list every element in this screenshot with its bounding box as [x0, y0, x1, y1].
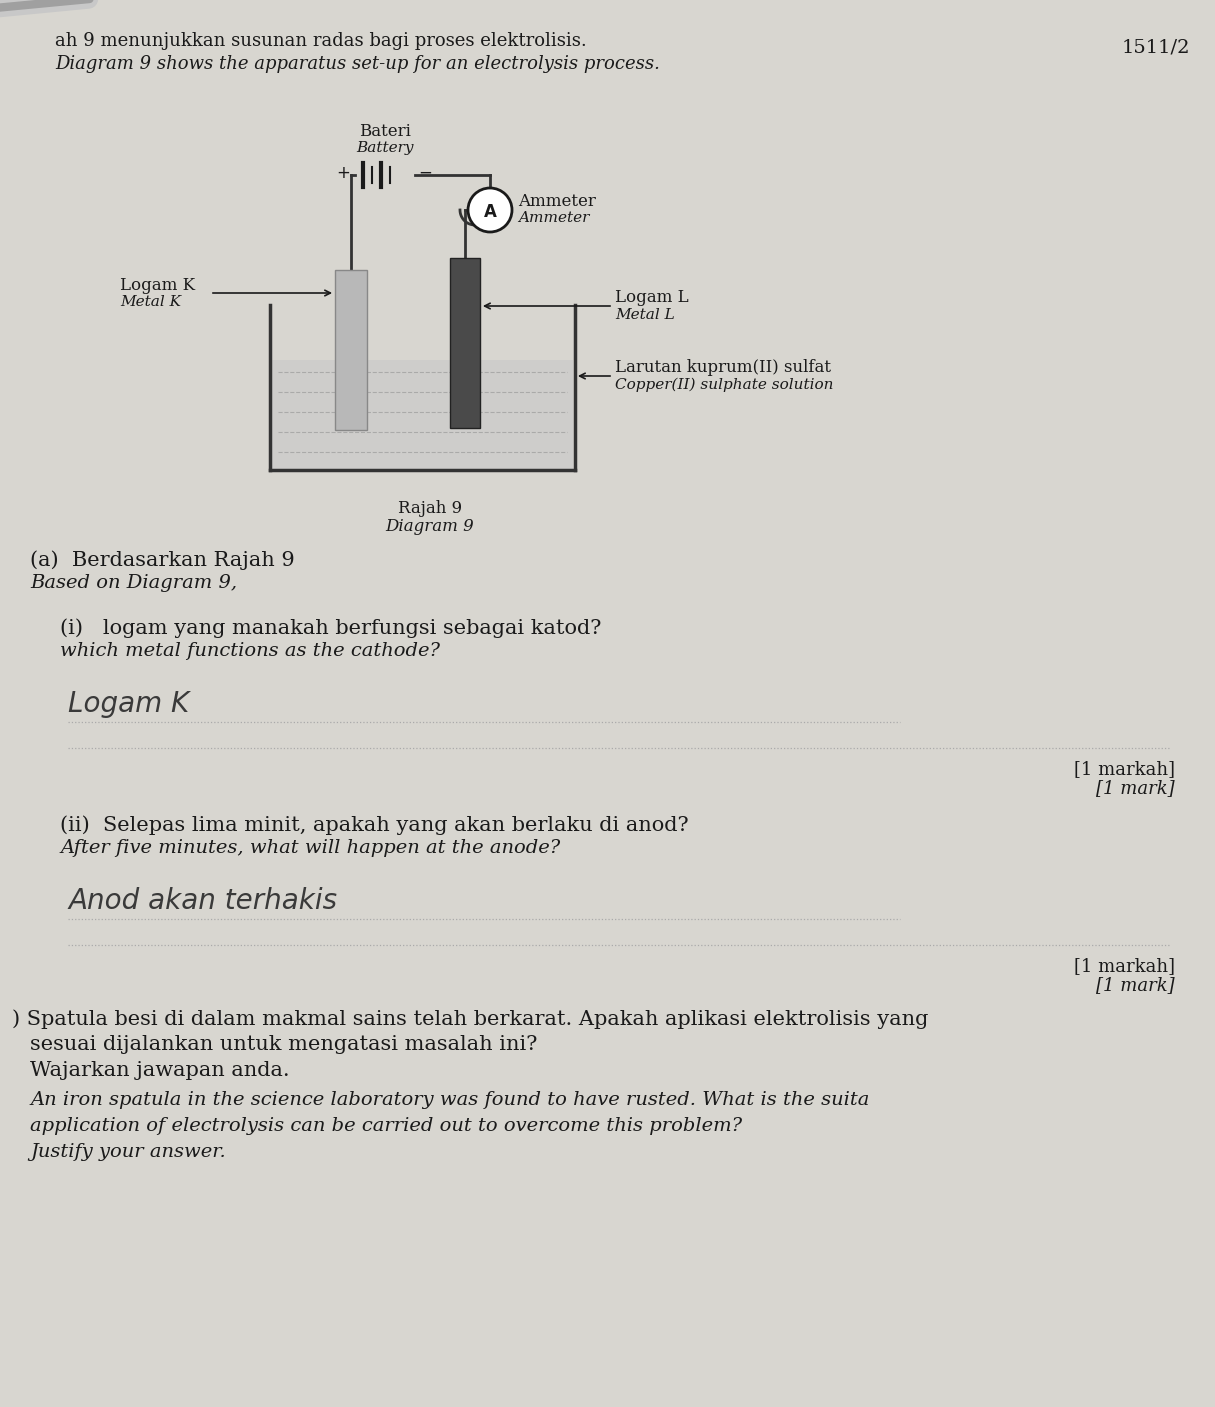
Text: Ammeter: Ammeter [518, 194, 595, 211]
Text: Logam K: Logam K [68, 689, 190, 718]
Text: Battery: Battery [356, 141, 414, 155]
Text: Logam L: Logam L [615, 290, 689, 307]
Text: ah 9 menunjukkan susunan radas bagi proses elektrolisis.: ah 9 menunjukkan susunan radas bagi pros… [55, 32, 587, 51]
Text: (a)  Berdasarkan Rajah 9: (a) Berdasarkan Rajah 9 [30, 550, 295, 570]
Text: [1 markah]: [1 markah] [1074, 957, 1175, 975]
Text: A: A [484, 203, 497, 221]
Text: After five minutes, what will happen at the anode?: After five minutes, what will happen at … [60, 839, 560, 857]
Text: Metal L: Metal L [615, 308, 674, 322]
Text: [1 mark]: [1 mark] [1096, 976, 1175, 993]
Text: ) Spatula besi di dalam makmal sains telah berkarat. Apakah aplikasi elektrolisi: ) Spatula besi di dalam makmal sains tel… [12, 1009, 928, 1029]
Text: Anod akan terhakis: Anod akan terhakis [68, 886, 337, 915]
Bar [450, 257, 480, 428]
Text: Larutan kuprum(II) sulfat: Larutan kuprum(II) sulfat [615, 360, 831, 377]
Text: 1511/2: 1511/2 [1121, 38, 1189, 56]
Text: Diagram 9: Diagram 9 [385, 518, 474, 535]
Text: Logam K: Logam K [120, 277, 196, 294]
Bar [272, 360, 573, 470]
Text: Metal K: Metal K [120, 295, 181, 310]
Text: Rajah 9: Rajah 9 [399, 499, 462, 516]
Text: [1 markah]: [1 markah] [1074, 760, 1175, 778]
Text: An iron spatula in the science laboratory was found to have rusted. What is the : An iron spatula in the science laborator… [30, 1090, 870, 1109]
Text: sesuai dijalankan untuk mengatasi masalah ini?: sesuai dijalankan untuk mengatasi masala… [30, 1036, 537, 1054]
Text: Justify your answer.: Justify your answer. [30, 1142, 226, 1161]
Text: which metal functions as the cathode?: which metal functions as the cathode? [60, 642, 440, 660]
Text: Based on Diagram 9,: Based on Diagram 9, [30, 574, 237, 592]
Circle shape [468, 189, 512, 232]
Bar [335, 270, 367, 431]
Text: application of electrolysis can be carried out to overcome this problem?: application of electrolysis can be carri… [30, 1117, 742, 1135]
Text: (ii)  Selepas lima minit, apakah yang akan berlaku di anod?: (ii) Selepas lima minit, apakah yang aka… [60, 815, 689, 834]
Text: +: + [337, 165, 350, 182]
Text: Bateri: Bateri [360, 122, 411, 141]
Text: [1 mark]: [1 mark] [1096, 779, 1175, 796]
Text: Wajarkan jawapan anda.: Wajarkan jawapan anda. [30, 1061, 289, 1081]
Text: (i)   logam yang manakah berfungsi sebagai katod?: (i) logam yang manakah berfungsi sebagai… [60, 618, 601, 637]
Text: Copper(II) sulphate solution: Copper(II) sulphate solution [615, 378, 833, 393]
Text: −: − [418, 165, 431, 182]
Text: Diagram 9 shows the apparatus set-up for an electrolysis process.: Diagram 9 shows the apparatus set-up for… [55, 55, 660, 73]
Text: Ammeter: Ammeter [518, 211, 589, 225]
